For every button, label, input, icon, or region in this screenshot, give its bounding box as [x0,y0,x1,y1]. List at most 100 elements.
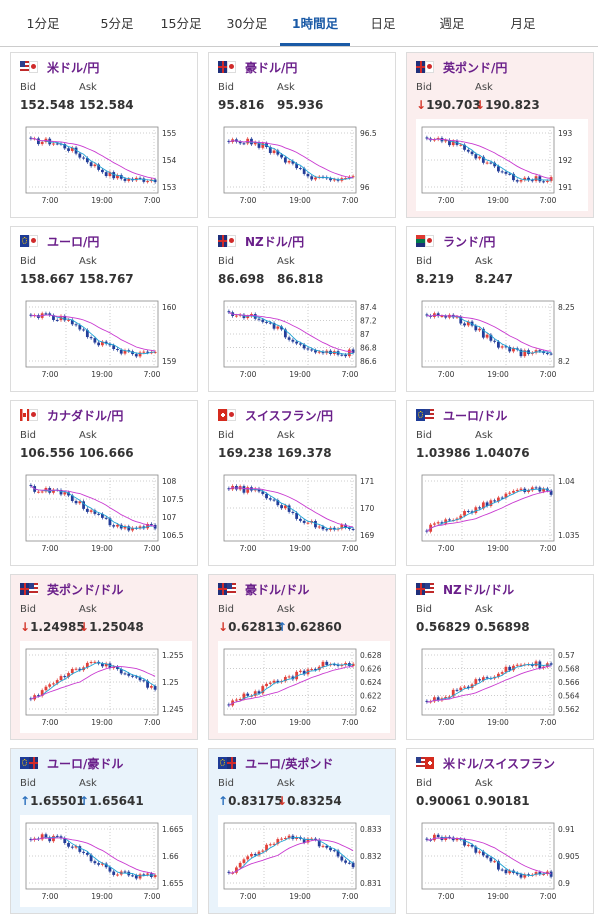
tab-7[interactable]: 週足 [439,16,465,31]
candle [78,501,82,504]
tab-8[interactable]: 月足 [510,16,536,31]
card-title[interactable]: 英ポンド/ドル [20,581,123,597]
pair-name[interactable]: ユーロ/英ポンド [245,756,334,771]
bid-value: 8.219 [416,272,454,286]
pair-name[interactable]: 米ドル/スイスフラン [443,756,556,771]
rate-card[interactable]: 英ポンド/円 Bid Ask ↓190.703 ↓190.823 193 192 1… [406,52,594,218]
candle [306,522,310,524]
card-title[interactable]: 米ドル/円 [20,59,99,75]
price-chart[interactable]: 1.255 1.25 1.245 7:00 19:00 7:00 [20,641,192,733]
price-chart[interactable]: 87.4 87.2 87 86.8 86.6 7:00 19:00 7:00 [218,293,390,385]
card-title[interactable]: 豪ドル/ドル [218,581,309,597]
pair-name[interactable]: NZドル/円 [245,234,305,249]
card-title[interactable]: 豪ドル/円 [218,59,297,75]
price-chart[interactable]: 160 159 7:00 19:00 7:00 [20,293,192,385]
candle [276,839,280,844]
card-title[interactable]: ユーロ/ドル [416,407,507,423]
candle [425,314,429,316]
pair-name[interactable]: ユーロ/豪ドル [47,756,124,771]
candle [325,661,329,665]
price-chart[interactable]: 0.833 0.832 0.831 7:00 19:00 7:00 [218,815,390,907]
pair-name[interactable]: 英ポンド/円 [443,60,508,75]
pair-name[interactable]: ユーロ/円 [47,234,100,249]
rate-card[interactable]: ユーロ/英ポンド Bid Ask ↑0.83175 ↓0.83254 0.833… [208,748,396,914]
candle [340,524,344,529]
price-chart[interactable]: 193 192 191 7:00 19:00 7:00 [416,119,588,211]
pair-name[interactable]: カナダドル/円 [47,408,124,423]
pair-name[interactable]: NZドル/ドル [443,582,515,597]
candle [508,346,512,352]
x-tick-label: 7:00 [240,892,257,901]
tab-1[interactable]: 1分足 [26,16,60,31]
card-title[interactable]: NZドル/ドル [416,581,514,597]
candle [78,846,82,852]
card-title[interactable]: スイスフラン/円 [218,407,333,423]
pair-name[interactable]: 米ドル/円 [47,60,100,75]
candle [63,676,67,678]
rate-card[interactable]: 米ドル/円 Bid Ask 152.548 152.584 155 154 153 7… [10,52,198,218]
rate-card[interactable]: ランド/円 Bid Ask 8.219 8.247 8.25 8.2 7:00 19:… [406,226,594,392]
pair-name[interactable]: 豪ドル/円 [245,60,298,75]
candle [470,844,474,847]
card-title[interactable]: 米ドル/スイスフラン [416,755,555,771]
candle [489,162,493,164]
ma-long-line [426,837,552,875]
candle [153,875,157,877]
pair-name[interactable]: ランド/円 [443,234,496,249]
price-chart[interactable]: 96.5 96 7:00 19:00 7:00 [218,119,390,211]
plot-frame [421,474,555,542]
tab-4[interactable]: 30分足 [226,16,268,31]
rate-card[interactable]: 米ドル/スイスフラン Bid Ask 0.90061 0.90181 0.91 0… [406,748,594,914]
price-chart[interactable]: 1.665 1.66 1.655 7:00 19:00 7:00 [20,815,192,907]
price-chart[interactable]: 0.628 0.626 0.624 0.622 0.62 7:00 19:00 7:00 [218,641,390,733]
rate-card[interactable]: カナダドル/円 Bid Ask 106.556 106.666 108 107.5… [10,400,198,566]
candle [310,349,314,351]
ma-short-line [426,488,552,533]
candle [344,524,347,528]
rate-card[interactable]: NZドル/円 Bid Ask 86.698 86.818 87.4 87.2 87 8… [208,226,396,392]
price-chart[interactable]: 0.91 0.905 0.9 7:00 19:00 7:00 [416,815,588,907]
card-title[interactable]: 英ポンド/円 [416,59,507,75]
rate-card[interactable]: 英ポンド/ドル Bid Ask ↓1.24985 ↓1.25048 1.255 1… [10,574,198,740]
card-title[interactable]: ユーロ/豪ドル [20,755,123,771]
tab-6[interactable]: 日足 [370,16,396,31]
price-chart[interactable]: 155 154 153 7:00 19:00 7:00 [20,119,192,211]
price-chart[interactable]: 108 107.5 107 106.5 7:00 19:00 7:00 [20,467,192,559]
pair-name[interactable]: 豪ドル/ドル [245,582,310,597]
price-chart[interactable]: 1.04 1.035 7:00 19:00 7:00 [416,467,588,559]
card-title[interactable]: カナダドル/円 [20,407,123,423]
candle [138,177,142,179]
nz-us-flag [416,583,434,595]
rate-card[interactable]: NZドル/ドル Bid Ask 0.56829 0.56898 0.57 0.56… [406,574,594,740]
y-tick-label: 0.62 [360,705,377,714]
pair-name[interactable]: スイスフラン/円 [245,408,334,423]
tab-2[interactable]: 5分足 [100,16,134,31]
card-title[interactable]: ランド/円 [416,233,495,249]
ask-label: Ask [475,82,493,93]
card-title[interactable]: NZドル/円 [218,233,304,249]
rate-card[interactable]: ユーロ/豪ドル Bid Ask ↑1.65501 ↑1.65641 1.665 1… [10,748,198,914]
price-chart[interactable]: 8.25 8.2 7:00 19:00 7:00 [416,293,588,385]
rate-card[interactable]: スイスフラン/円 Bid Ask 169.238 169.378 171 170 1… [208,400,396,566]
candle [478,156,481,159]
rate-card[interactable]: ユーロ/円 Bid Ask 158.667 158.767 160 159 7:00… [10,226,198,392]
candle [246,316,250,319]
candle [280,505,283,509]
tab-5[interactable]: 1時間足 [280,0,350,46]
rate-card[interactable]: 豪ドル/ドル Bid Ask ↓0.62813 ↑0.62860 0.628 0.… [208,574,396,740]
card-title[interactable]: ユーロ/円 [20,233,99,249]
pair-name[interactable]: 英ポンド/ドル [47,582,124,597]
ma-long-line [426,665,552,703]
rate-card[interactable]: 豪ドル/円 Bid Ask 95.816 95.936 96.5 96 7:00 19… [208,52,396,218]
rate-card[interactable]: ユーロ/ドル Bid Ask 1.03986 1.04076 1.04 1.035… [406,400,594,566]
card-title[interactable]: ユーロ/英ポンド [218,755,333,771]
candle [29,314,33,316]
price-chart[interactable]: 0.57 0.568 0.566 0.564 0.562 7:00 19:00 7:00 [416,641,588,733]
price-chart[interactable]: 171 170 169 7:00 19:00 7:00 [218,467,390,559]
timeframe-tabs: 1分足 5分足 15分足 30分足 1時間足 日足 週足 月足 [0,0,598,47]
tab-3[interactable]: 15分足 [160,16,202,31]
pair-name[interactable]: ユーロ/ドル [443,408,508,423]
candle [52,683,55,685]
candle [425,137,429,139]
